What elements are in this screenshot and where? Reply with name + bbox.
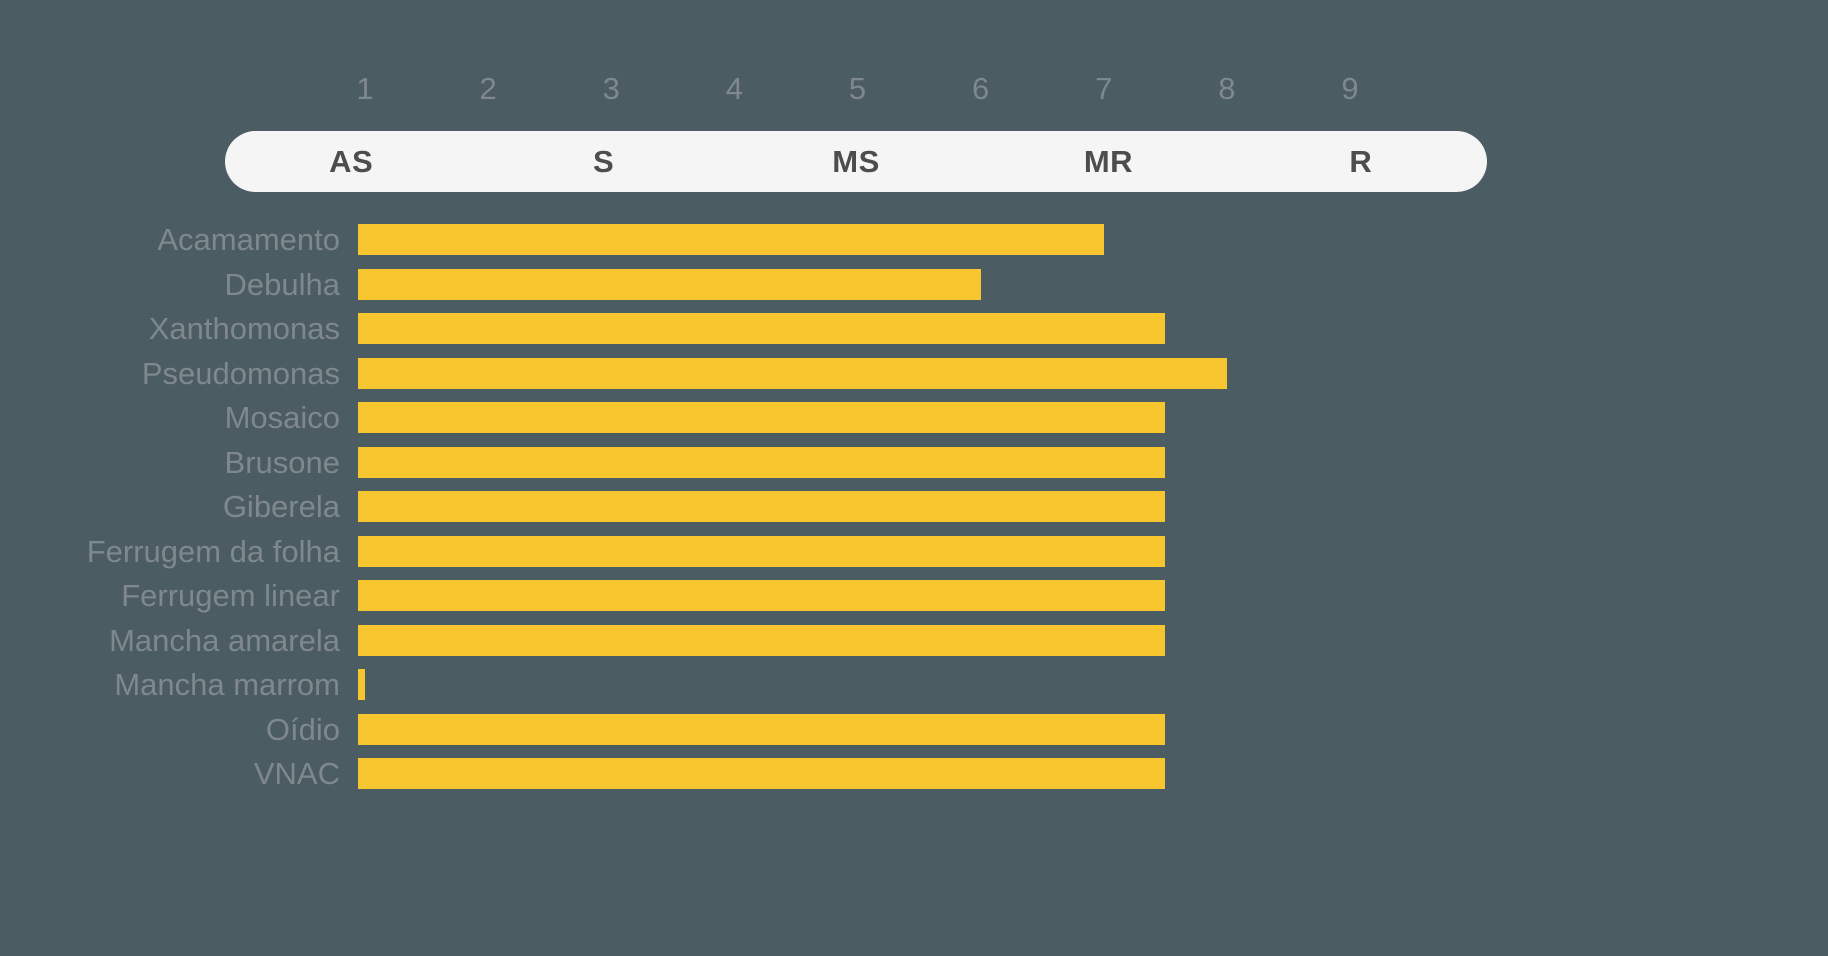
- x-tick-label: 3: [602, 71, 620, 106]
- bar-track: [358, 224, 1828, 255]
- scale-label-r: R: [1349, 143, 1373, 179]
- bar-track: [358, 624, 1828, 656]
- x-tick-label: 1: [356, 71, 374, 106]
- bar-row: Pseudomonas: [0, 355, 1828, 391]
- x-tick-label: 9: [1341, 71, 1359, 106]
- bar-track: [358, 713, 1828, 745]
- x-tick-label: 6: [972, 71, 990, 106]
- category-label: Mancha marrom: [114, 667, 340, 702]
- bar-track: [358, 535, 1828, 567]
- x-tick-label: 2: [479, 71, 497, 106]
- category-label: Ferrugem linear: [121, 578, 340, 613]
- bar: [358, 713, 1166, 745]
- scale-label-s: S: [593, 143, 615, 179]
- scale-band: AS S MS MR R: [225, 131, 1487, 192]
- bar: [358, 446, 1166, 478]
- bar-row: Brusone: [0, 444, 1828, 480]
- bar: [358, 402, 1166, 433]
- bar-rows: Acamamento Debulha Xanthomonas Pseudomonas M…: [0, 224, 1828, 789]
- bar: [358, 357, 1227, 389]
- category-label: VNAC: [253, 756, 340, 791]
- category-label: Debulha: [224, 266, 340, 302]
- x-tick-label: 5: [848, 71, 867, 106]
- bar-track: [358, 402, 1828, 433]
- scale-label-mr: MR: [1083, 143, 1134, 179]
- category-label: Oídio: [265, 711, 340, 747]
- category-label: Pseudomonas: [141, 355, 340, 391]
- bar-row: Xanthomonas: [0, 313, 1828, 344]
- bar-row: Mosaico: [0, 402, 1828, 433]
- category-label: Mancha amarela: [109, 622, 340, 658]
- bar: [358, 268, 981, 300]
- bar-track: [358, 669, 1828, 700]
- bar-row: VNAC: [0, 758, 1828, 789]
- bar: [358, 580, 1166, 611]
- bar-row: Ferrugem linear: [0, 580, 1828, 611]
- x-axis-ticks: 1 2 3 4 5 6 7 8 9: [0, 70, 1828, 108]
- bar-track: [358, 313, 1828, 344]
- scale-label-ms: MS: [832, 143, 880, 179]
- bar-track: [358, 268, 1828, 300]
- bar: [358, 624, 1166, 656]
- category-label: Giberela: [222, 489, 340, 524]
- bar-row: Oídio: [0, 711, 1828, 747]
- bar: [358, 535, 1166, 567]
- category-label: Xanthomonas: [148, 311, 340, 346]
- bar-row: Giberela: [0, 491, 1828, 522]
- category-label: Ferrugem da folha: [86, 533, 340, 569]
- bar-row: Acamamento: [0, 224, 1828, 255]
- bar-row: Ferrugem da folha: [0, 533, 1828, 569]
- scale-label-as: AS: [329, 143, 374, 179]
- bar: [358, 758, 1166, 789]
- bar: [358, 491, 1166, 522]
- category-label: Mosaico: [224, 400, 340, 435]
- bar-track: [358, 446, 1828, 478]
- bar: [358, 224, 1104, 255]
- category-label: Brusone: [224, 444, 340, 480]
- bar-track: [358, 357, 1828, 389]
- category-label: Acamamento: [157, 222, 340, 257]
- bar-track: [358, 758, 1828, 789]
- bar-row: Mancha marrom: [0, 669, 1828, 700]
- x-tick-label: 8: [1218, 71, 1236, 106]
- bar: [358, 313, 1166, 344]
- bar: [358, 669, 365, 700]
- bar-track: [358, 580, 1828, 611]
- x-tick-label: 7: [1095, 71, 1113, 106]
- bar-row: Debulha: [0, 266, 1828, 302]
- bar-track: [358, 491, 1828, 522]
- bar-row: Mancha amarela: [0, 622, 1828, 658]
- x-tick-label: 4: [725, 71, 743, 106]
